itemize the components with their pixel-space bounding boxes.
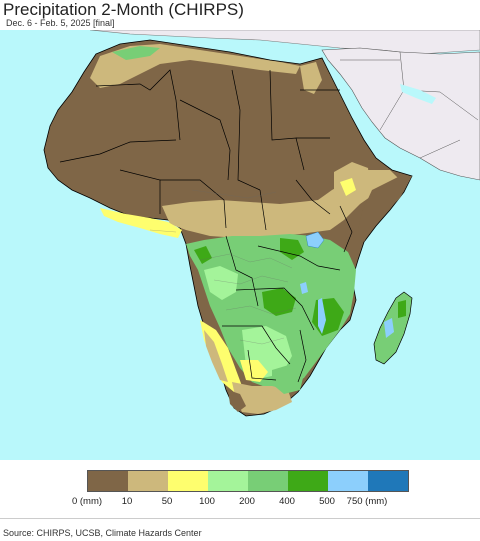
- precipitation-map: [0, 30, 480, 460]
- blue-patch-tanzania: [300, 282, 308, 294]
- legend-label: 200: [239, 496, 255, 507]
- legend-swatch: [328, 471, 368, 491]
- legend-colorbar: [87, 470, 409, 492]
- legend-label: 0 (mm): [71, 496, 103, 507]
- light-green-zone: [204, 266, 238, 300]
- south-africa-tan: [232, 382, 292, 414]
- kalahari-yellow: [240, 360, 268, 382]
- south-africa-brown: [228, 390, 246, 412]
- namibia-tan: [204, 330, 228, 382]
- south-africa-green: [272, 364, 304, 394]
- ethiopia-yellow: [340, 178, 356, 196]
- legend-swatch: [168, 471, 208, 491]
- madagascar-blue: [384, 318, 394, 338]
- legend-label: 100: [199, 496, 215, 507]
- date-range-subtitle: Dec. 6 - Feb. 5, 2025 [final]: [6, 18, 115, 28]
- legend-label: 500: [319, 496, 335, 507]
- madagascar-dark-green: [398, 300, 406, 318]
- nile-valley-tan: [300, 62, 322, 94]
- legend-label: 400: [279, 496, 295, 507]
- legend-swatch: [368, 471, 408, 491]
- lake-victoria: [305, 231, 325, 249]
- legend-labels: 0 (mm) 10 50 100 200 400 500 750 (mm): [0, 496, 480, 510]
- admin-boundaries: [149, 189, 297, 345]
- footer: Source: CHIRPS, UCSB, Climate Hazards Ce…: [0, 518, 480, 541]
- legend-label: 50: [161, 496, 173, 507]
- dark-green-congo: [280, 238, 304, 260]
- west-africa-coast: [100, 208, 182, 238]
- legend-panel: 0 (mm) 10 50 100 200 400 500 750 (mm): [0, 460, 480, 518]
- legend-swatch: [88, 471, 128, 491]
- dark-green-gabon: [194, 246, 212, 264]
- africa-map-svg: [0, 30, 480, 460]
- country-borders: [59, 69, 353, 383]
- legend-label: 750 (mm): [346, 496, 388, 507]
- somalia-coast: [358, 176, 412, 242]
- legend-swatch: [208, 471, 248, 491]
- north-coast-green: [112, 46, 160, 60]
- legend-swatch: [288, 471, 328, 491]
- legend-swatch: [248, 471, 288, 491]
- legend-swatch: [128, 471, 168, 491]
- persian-gulf: [400, 84, 436, 104]
- lake-malawi: [318, 298, 326, 334]
- dark-green-zambia: [262, 288, 296, 316]
- legend-label: 10: [121, 496, 133, 507]
- europe-landmass: [89, 30, 480, 55]
- page-title: Precipitation 2-Month (CHIRPS): [3, 0, 244, 19]
- source-credit: Source: CHIRPS, UCSB, Climate Hazards Ce…: [3, 528, 202, 538]
